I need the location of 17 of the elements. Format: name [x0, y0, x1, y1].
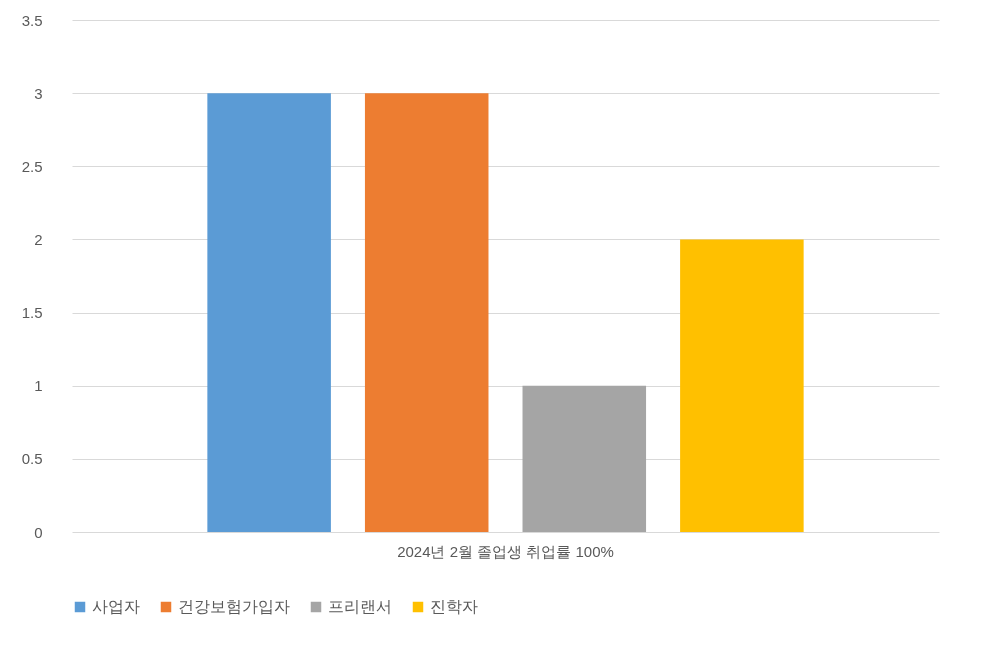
y-tick-label: 2	[34, 230, 43, 248]
bar	[364, 93, 489, 532]
y-tick-label: 3.5	[21, 11, 43, 29]
y-tick-label: 1	[34, 377, 43, 395]
y-tick-label: 0	[34, 523, 43, 541]
bar	[207, 93, 331, 532]
legend-label: 건강보험가입자	[178, 598, 290, 615]
bar	[680, 239, 804, 532]
legend-label: 진학자	[430, 598, 478, 615]
x-tick-label: 2024년 2월 졸업생 취업률 100%	[397, 542, 614, 560]
bar	[522, 385, 647, 532]
y-tick-label: 0.5	[21, 450, 43, 468]
legend-label: 사업자	[92, 598, 140, 615]
y-tick-label: 2.5	[21, 157, 43, 175]
y-tick-label: 1.5	[21, 304, 43, 322]
y-tick-label: 3	[34, 84, 43, 102]
legend-label: 프리랜서	[328, 598, 392, 615]
